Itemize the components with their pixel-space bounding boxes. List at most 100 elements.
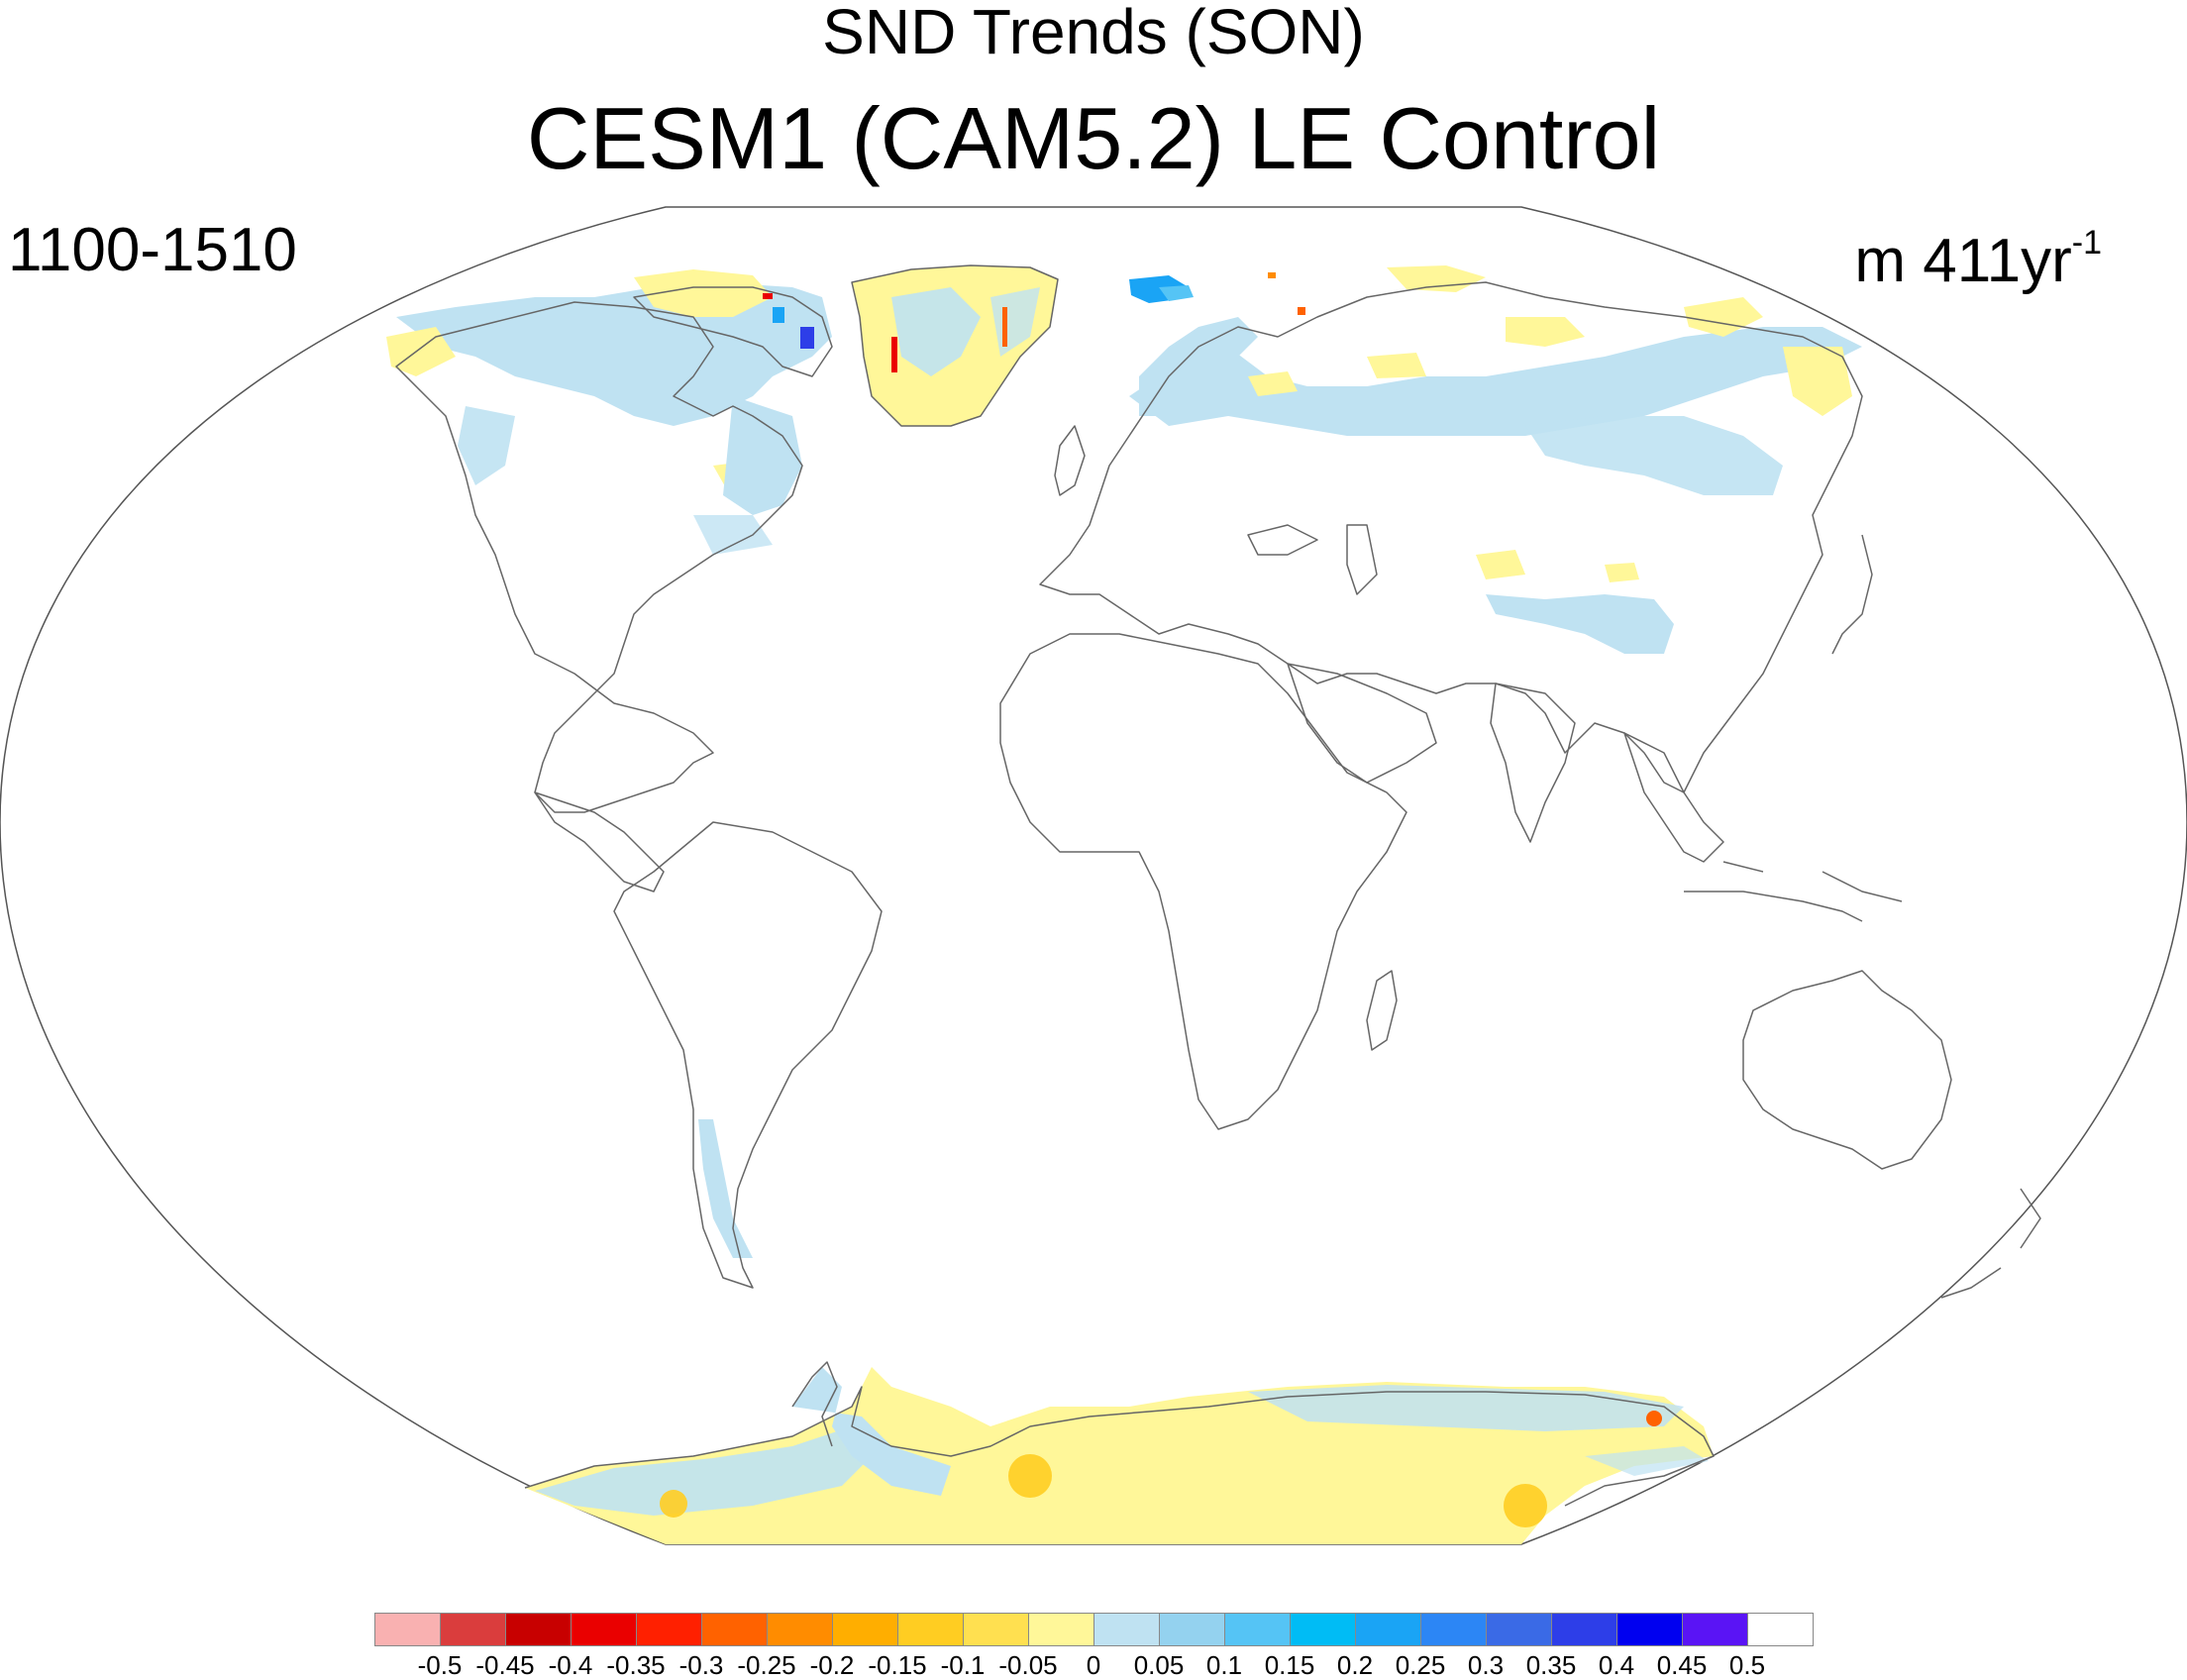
colorbar-swatch [1159,1613,1225,1646]
colorbar-tick-label: 0.2 [1336,1650,1374,1680]
colorbar-tick-label: 0.05 [1133,1650,1185,1680]
japan-coast [1831,534,1873,655]
colorbar-swatch [1355,1613,1421,1646]
colorbar-tick-label: -0.25 [737,1650,796,1680]
colorbar-swatch [1028,1613,1094,1646]
coastlines [395,264,2041,1507]
greenland-blue-patch [891,287,981,376]
north-america-coast [395,301,803,813]
north-siberia-yellow [1387,265,1486,292]
eurasia-yellow-region [1783,347,1852,416]
colorbar-tick-label: -0.1 [940,1650,986,1680]
colorbar-tick-label: -0.4 [548,1650,593,1680]
eurasia-yellow-region [1248,371,1298,396]
north-america-blue-region [723,396,802,515]
eurasia-blue-belt [1129,327,1862,436]
colorbar-swatch [1224,1613,1291,1646]
indonesia-coast [1684,861,1903,922]
colorbar-tick-label: -0.5 [417,1650,463,1680]
colorbar-swatch [374,1613,441,1646]
eurasia-yellow-region [1506,317,1585,347]
colorbar-swatch [1094,1613,1160,1646]
colorbar-tick-label: 0.35 [1525,1650,1577,1680]
colorbar-swatch [832,1613,898,1646]
units-exponent: -1 [2071,224,2102,262]
north-america-blue-region [458,406,515,485]
colorbar-tick-label: -0.35 [606,1650,666,1680]
canada-red-cells [763,293,773,299]
colorbar-swatch [963,1613,1029,1646]
arabia-coast [1287,663,1437,784]
colorbar-tick-label: 0.4 [1598,1650,1635,1680]
units-base: m 411yr [1854,227,2072,295]
colorbar-tick-label: 0.45 [1656,1650,1708,1680]
australia-coast [1742,970,1952,1170]
central-asia-yellow [1605,563,1639,582]
colorbar-swatch [1486,1613,1552,1646]
period-label: 1100-1510 [8,216,297,284]
colorbar-swatch [1616,1613,1683,1646]
north-america-yellow-region [386,327,456,376]
eurasia-yellow-region [1367,353,1426,378]
greenland-red-streak [891,337,897,372]
canadian-arctic-coast [633,286,833,377]
colorbar-tick-label: 0 [1086,1650,1101,1680]
antarctica-blue-west [535,1426,872,1516]
colorbar-swatch [571,1613,637,1646]
greenland-orange-streak [1002,307,1007,347]
eurasia-coast [1039,281,1863,793]
africa-coast [999,633,1407,1130]
colorbar-swatch [1290,1613,1356,1646]
southeast-asia-coast [1623,732,1724,863]
colorbar-tick-label: 0.15 [1264,1650,1315,1680]
canada-mid-blue-cells [773,307,784,323]
uk-coast [1054,425,1086,496]
madagascar-coast [1366,970,1398,1051]
colorbar-tick-label: 0.25 [1395,1650,1446,1680]
canada-deep-blue-cells [800,327,814,349]
model-title: CESM1 (CAM5.2) LE Control [526,89,1661,187]
colorbar-tick-label: 0.3 [1467,1650,1505,1680]
siberia-orange-cell [1268,272,1276,278]
patagonia-blue-region [698,1119,753,1258]
colorbar-swatch [440,1613,506,1646]
tibet-blue-region [1486,594,1674,654]
colorbar-swatch [1420,1613,1487,1646]
svalbard-light-cells [1159,285,1194,301]
antarctica-orange-spot [1504,1484,1547,1527]
antarctica-orange-spot [660,1490,687,1518]
north-america-blue-region [693,515,773,555]
colorbar-swatch [1682,1613,1748,1646]
colorbar-tick-label: -0.15 [868,1650,927,1680]
scandinavia-blue-region [1139,317,1258,416]
colorbar-swatch [701,1613,768,1646]
antarctica-blue-east [1248,1385,1684,1431]
antarctica-blue-ross [1585,1446,1709,1476]
siberia-blue-region [1525,416,1783,495]
colorbar-tick-label: 0.1 [1205,1650,1243,1680]
antarctica-orange-spot [1008,1454,1052,1498]
india-coast [1490,682,1576,843]
antarctica-coast [524,1386,1715,1507]
siberia-orange-cell [1298,307,1305,315]
colorbar-tick-label: -0.05 [998,1650,1058,1680]
colorbar-tick-label: -0.3 [678,1650,724,1680]
colorbar-tick-label: -0.2 [809,1650,855,1680]
central-america-coast [534,791,665,892]
colorbar-swatch [1551,1613,1617,1646]
colorbar-swatch [636,1613,702,1646]
north-america-yellow-region [634,269,773,317]
antarctica-orange-spot [1646,1411,1662,1426]
colorbar-tick-label: -0.45 [475,1650,535,1680]
colorbar-swatch [767,1613,833,1646]
variable-title: SND Trends (SON) [822,0,1365,67]
colorbar-tick-label: 0.5 [1728,1650,1766,1680]
central-asia-yellow [1476,550,1525,579]
south-america-coast [613,821,883,1289]
black-caspian-coast [1247,524,1378,595]
units-label: m 411yr-1 [1854,212,2102,292]
greenland-coast [851,264,1059,427]
colorbar-swatch [1747,1613,1814,1646]
colorbar-swatch [897,1613,964,1646]
